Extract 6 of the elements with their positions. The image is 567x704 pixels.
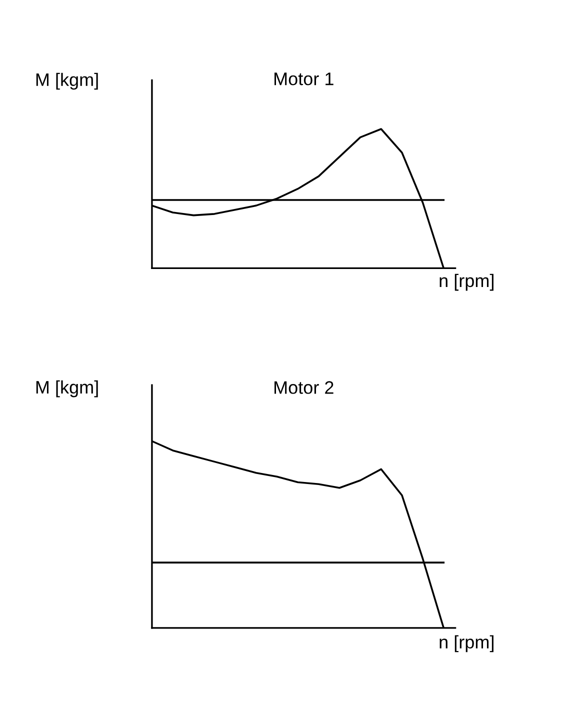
y-axis-title: M [kgm] [36,380,98,398]
chart-title: Motor 1 [274,72,334,86]
x-axis-title: n [rpm] [440,635,494,652]
x-axis-title: n [rpm] [440,274,494,291]
chart-title: Motor 2 [274,381,334,394]
y-axis-title: M [kgm] [36,72,98,90]
